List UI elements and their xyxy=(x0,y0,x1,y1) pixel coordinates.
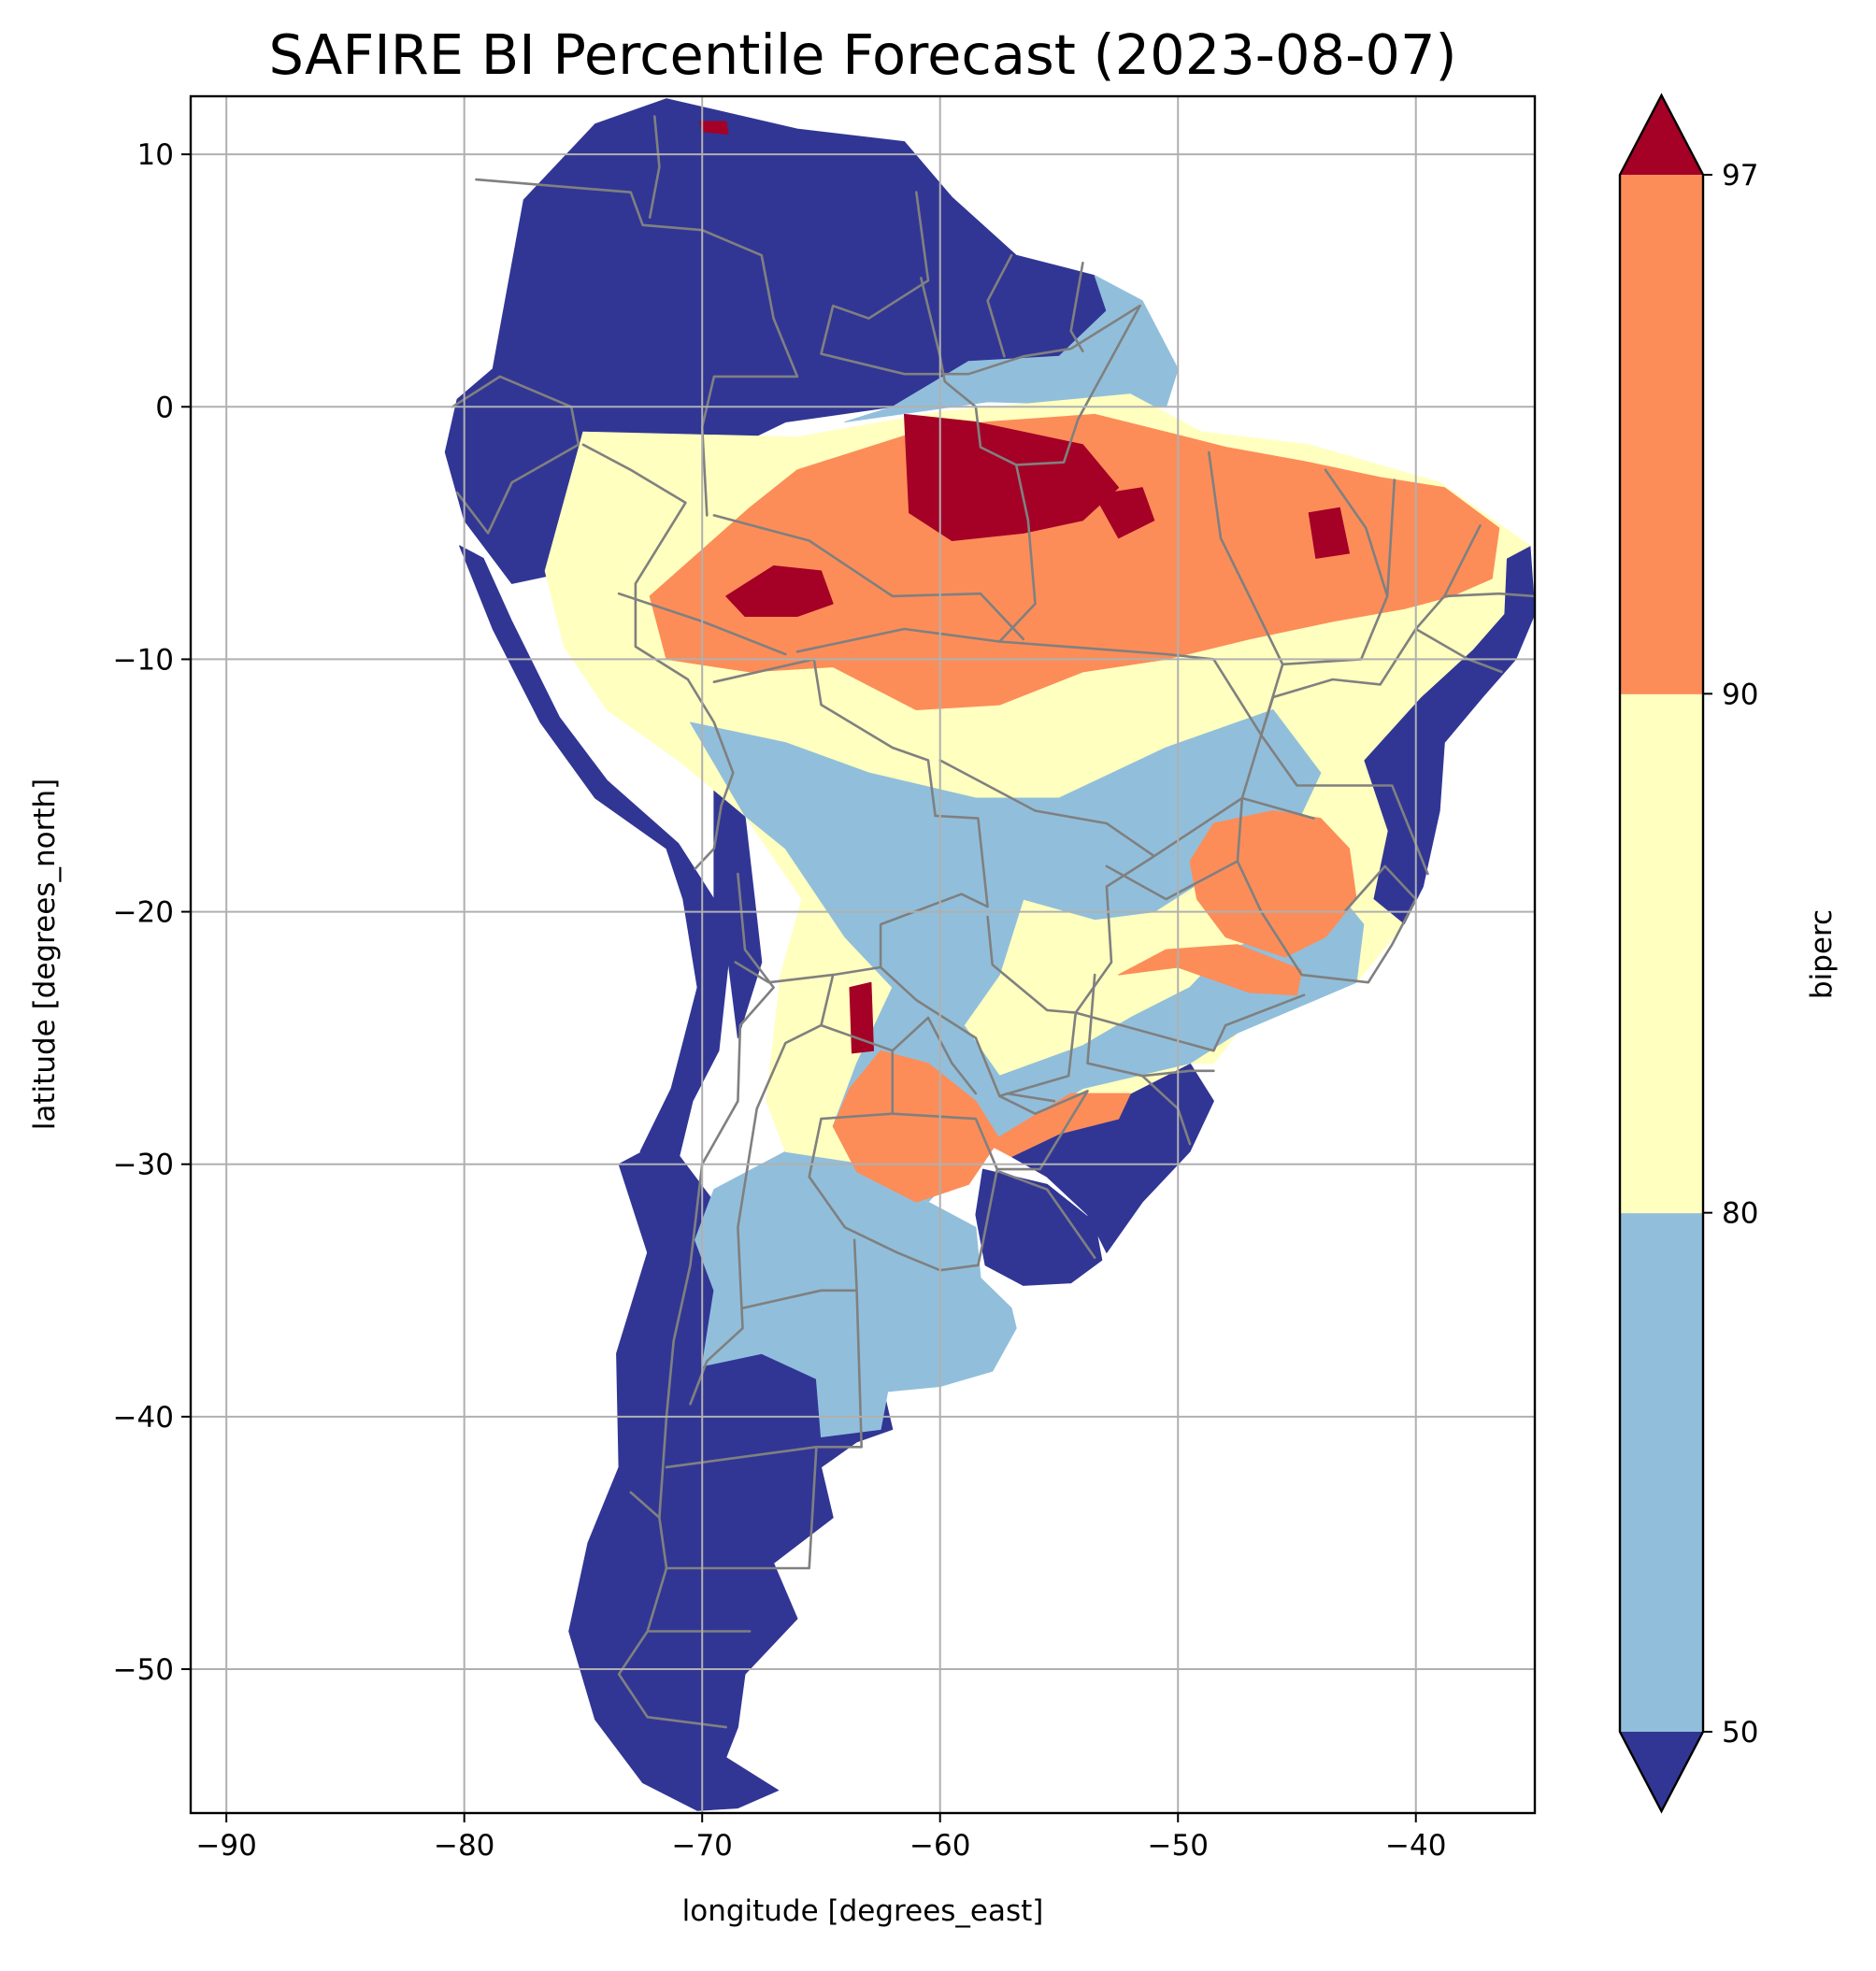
country-border-33 xyxy=(665,1289,864,1469)
country-border-16 xyxy=(998,464,1037,643)
country-border-17 xyxy=(1208,450,1284,736)
colorbar-tick-label: 90 xyxy=(1722,678,1758,711)
country-border-22 xyxy=(1260,627,1429,876)
colorbar-extend-under xyxy=(1620,1732,1703,1811)
y-axis-ticks: 10 0 −10 −20 −30 −40 −50 xyxy=(113,138,191,1687)
country-border-31 xyxy=(891,1112,999,1171)
y-tick-label: −20 xyxy=(113,896,174,930)
x-axis-ticks: −90 −80 −70 −60 −50 −40 xyxy=(195,1813,1446,1863)
country-border-7 xyxy=(712,658,989,984)
region-peru-chile-coast xyxy=(459,545,729,1191)
country-border-4 xyxy=(1069,261,1084,353)
chart-title: SAFIRE BI Percentile Forecast (2023-08-0… xyxy=(268,22,1456,87)
country-border-6 xyxy=(581,443,735,870)
country-border-11 xyxy=(998,1170,1096,1259)
y-tick-label: −40 xyxy=(113,1401,174,1435)
region-red-chaco xyxy=(849,981,874,1054)
y-tick-label: −50 xyxy=(113,1653,174,1687)
plot-frame xyxy=(189,94,1537,1815)
colorbar-tick-label: 80 xyxy=(1722,1197,1758,1231)
y-tick-label: −30 xyxy=(113,1149,174,1182)
colorbar-label: biperc xyxy=(1805,909,1839,999)
grid-layer xyxy=(191,96,1535,1813)
region-north-orange xyxy=(649,413,1500,710)
colorbar: 50 80 90 97 xyxy=(1618,93,1758,1814)
x-tick-label: −70 xyxy=(671,1829,732,1863)
x-tick-label: −40 xyxy=(1385,1829,1446,1863)
country-border-5 xyxy=(451,375,580,535)
country-border-25 xyxy=(1236,860,1417,984)
map-layer xyxy=(444,98,1535,1811)
colorbar-segment-50-80 xyxy=(1620,1212,1703,1733)
region-red-maranhao xyxy=(1308,507,1350,559)
region-layer xyxy=(444,98,1535,1811)
x-tick-label: −80 xyxy=(434,1829,494,1863)
country-border-29 xyxy=(808,1023,980,1272)
country-border-19 xyxy=(1385,478,1396,598)
country-border-21 xyxy=(1414,594,1503,674)
country-border-37 xyxy=(1005,1092,1056,1103)
border-layer xyxy=(451,115,1535,1729)
country-border-3 xyxy=(986,253,1013,358)
country-border-34 xyxy=(665,1446,818,1570)
country-border-0 xyxy=(475,178,799,517)
y-tick-label: 0 xyxy=(155,391,174,424)
country-border-28 xyxy=(689,973,835,1406)
region-red-para xyxy=(1094,487,1155,539)
x-axis-label: longitude [degrees_east] xyxy=(682,1894,1044,1928)
x-tick-label: −90 xyxy=(195,1829,256,1863)
country-border-9 xyxy=(617,872,775,1729)
country-border-32 xyxy=(741,1238,858,1309)
country-border-35 xyxy=(629,1491,661,1520)
colorbar-tick-label: 50 xyxy=(1722,1716,1758,1750)
y-tick-label: −10 xyxy=(113,643,174,677)
region-red-amazonas xyxy=(725,565,834,617)
y-axis-label: latitude [degrees_north] xyxy=(28,778,62,1130)
colorbar-extend-over xyxy=(1620,95,1703,175)
x-tick-label: −60 xyxy=(909,1829,970,1863)
colorbar-segment-80-90 xyxy=(1620,693,1703,1214)
country-border-20 xyxy=(1443,523,1535,598)
x-tick-label: −50 xyxy=(1148,1829,1209,1863)
y-tick-label: 10 xyxy=(137,138,174,172)
country-border-10 xyxy=(977,1090,1089,1267)
country-border-2 xyxy=(820,191,1141,376)
country-border-15 xyxy=(920,277,1141,466)
country-border-14 xyxy=(712,514,1025,641)
country-border-24 xyxy=(1074,854,1306,1052)
region-uruguay xyxy=(975,1168,1103,1286)
country-border-8 xyxy=(879,915,1078,1098)
region-red-roraima xyxy=(904,413,1120,541)
colorbar-segment-90-97 xyxy=(1620,175,1703,694)
region-red-venezuela xyxy=(699,121,729,135)
colorbar-tick-label: 97 xyxy=(1722,159,1758,193)
country-border-1 xyxy=(648,115,661,219)
